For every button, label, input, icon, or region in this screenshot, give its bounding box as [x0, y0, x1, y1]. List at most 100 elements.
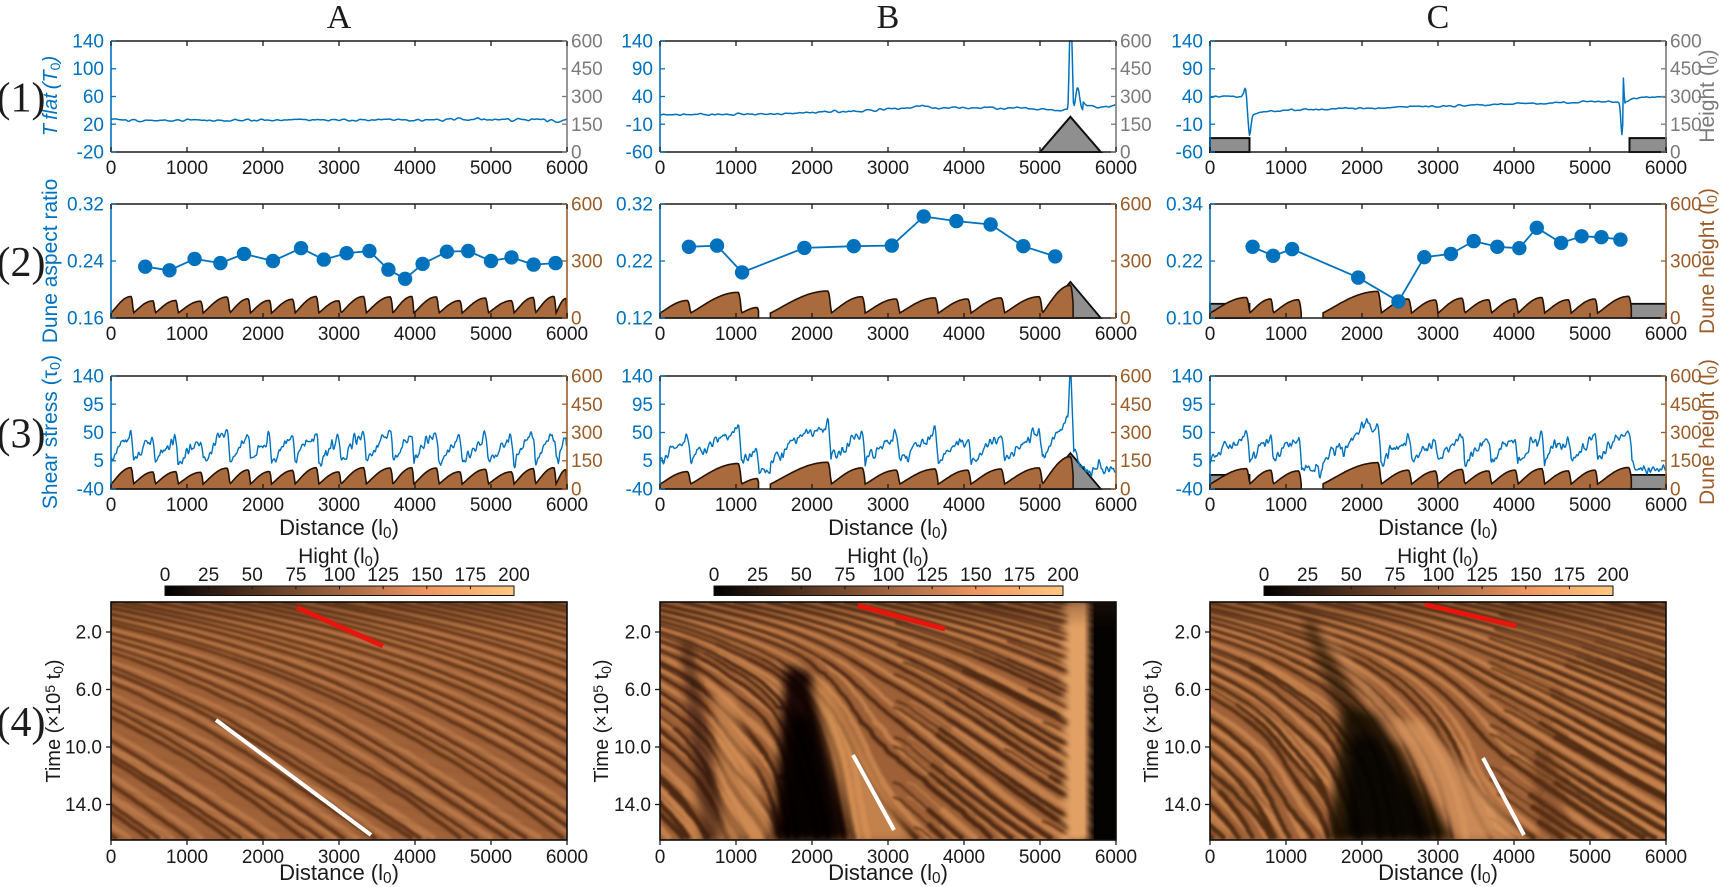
svg-text:50: 50 — [632, 423, 653, 444]
svg-text:2000: 2000 — [1341, 847, 1383, 868]
svg-text:0: 0 — [1670, 143, 1681, 164]
svg-text:5000: 5000 — [1019, 847, 1061, 868]
svg-text:95: 95 — [83, 395, 104, 416]
svg-text:2000: 2000 — [1341, 324, 1383, 345]
svg-text:200: 200 — [1047, 565, 1079, 586]
svg-text:175: 175 — [1004, 565, 1036, 586]
svg-text:1000: 1000 — [715, 324, 757, 345]
svg-text:0.22: 0.22 — [616, 252, 653, 273]
svg-text:175: 175 — [1554, 565, 1586, 586]
svg-text:450: 450 — [1670, 59, 1702, 80]
svg-text:0: 0 — [571, 309, 582, 330]
svg-text:6000: 6000 — [1645, 847, 1687, 868]
svg-text:2000: 2000 — [791, 324, 833, 345]
svg-text:140: 140 — [621, 32, 653, 53]
svg-text:6000: 6000 — [1095, 158, 1137, 179]
svg-text:125: 125 — [367, 565, 399, 586]
svg-text:-40: -40 — [77, 480, 104, 501]
svg-text:5000: 5000 — [1019, 324, 1061, 345]
svg-text:3000: 3000 — [867, 324, 909, 345]
svg-text:Shear stress (τ0): Shear stress (τ0) — [39, 355, 64, 509]
svg-text:40: 40 — [1182, 87, 1203, 108]
svg-text:0.10: 0.10 — [1166, 309, 1203, 330]
svg-text:Hight (l0): Hight (l0) — [847, 545, 929, 570]
svg-text:140: 140 — [1171, 32, 1203, 53]
svg-text:0.32: 0.32 — [616, 195, 653, 216]
svg-text:600: 600 — [1120, 32, 1152, 53]
svg-text:0: 0 — [1670, 480, 1681, 501]
svg-text:4000: 4000 — [394, 495, 436, 516]
svg-text:2000: 2000 — [242, 495, 284, 516]
svg-text:Hight (l0): Hight (l0) — [298, 545, 380, 570]
svg-text:5: 5 — [1192, 451, 1203, 472]
svg-text:2000: 2000 — [791, 158, 833, 179]
svg-text:(2): (2) — [0, 240, 45, 286]
svg-text:3000: 3000 — [318, 495, 360, 516]
svg-text:150: 150 — [960, 565, 992, 586]
svg-text:6000: 6000 — [1645, 495, 1687, 516]
svg-text:450: 450 — [571, 59, 603, 80]
svg-text:300: 300 — [1670, 87, 1702, 108]
svg-text:5000: 5000 — [470, 324, 512, 345]
svg-text:5000: 5000 — [470, 158, 512, 179]
svg-text:140: 140 — [72, 367, 104, 388]
svg-text:0.32: 0.32 — [67, 195, 104, 216]
svg-text:125: 125 — [916, 565, 948, 586]
svg-text:1000: 1000 — [166, 847, 208, 868]
svg-text:450: 450 — [1120, 59, 1152, 80]
svg-text:6.0: 6.0 — [1175, 680, 1201, 701]
svg-text:0: 0 — [106, 158, 117, 179]
svg-text:2000: 2000 — [242, 847, 284, 868]
svg-text:50: 50 — [791, 565, 812, 586]
svg-text:Distance (l0): Distance (l0) — [828, 860, 948, 887]
svg-text:25: 25 — [198, 565, 219, 586]
svg-text:Hight (l0): Hight (l0) — [1397, 545, 1479, 570]
svg-text:25: 25 — [1297, 565, 1318, 586]
svg-text:0: 0 — [1120, 309, 1131, 330]
svg-text:4000: 4000 — [943, 324, 985, 345]
svg-text:5000: 5000 — [1569, 495, 1611, 516]
svg-text:0: 0 — [709, 565, 720, 586]
svg-text:95: 95 — [1182, 395, 1203, 416]
svg-text:0: 0 — [1120, 480, 1131, 501]
svg-text:-20: -20 — [77, 143, 104, 164]
svg-text:1000: 1000 — [1265, 158, 1307, 179]
svg-text:Time (×105 t0): Time (×105 t0) — [42, 659, 65, 782]
svg-text:600: 600 — [1670, 367, 1702, 388]
svg-text:5000: 5000 — [1019, 495, 1061, 516]
svg-text:Time (×105 t0): Time (×105 t0) — [590, 659, 613, 782]
svg-text:3000: 3000 — [1417, 495, 1459, 516]
svg-text:150: 150 — [1120, 451, 1152, 472]
svg-text:6000: 6000 — [546, 495, 588, 516]
svg-text:4000: 4000 — [1493, 495, 1535, 516]
svg-text:5000: 5000 — [470, 495, 512, 516]
svg-text:Height (l0): Height (l0) — [1696, 49, 1721, 142]
svg-text:5: 5 — [642, 451, 653, 472]
svg-text:6.0: 6.0 — [625, 680, 651, 701]
svg-text:5000: 5000 — [470, 847, 512, 868]
svg-text:600: 600 — [1670, 32, 1702, 53]
svg-text:6000: 6000 — [1095, 324, 1137, 345]
svg-text:2000: 2000 — [242, 324, 284, 345]
svg-text:6000: 6000 — [546, 324, 588, 345]
svg-text:100: 100 — [72, 59, 104, 80]
svg-text:0: 0 — [160, 565, 171, 586]
svg-text:0.22: 0.22 — [1166, 252, 1203, 273]
svg-text:300: 300 — [1670, 423, 1702, 444]
svg-text:14.0: 14.0 — [614, 795, 651, 816]
svg-text:0: 0 — [106, 847, 117, 868]
svg-text:140: 140 — [621, 367, 653, 388]
svg-text:1000: 1000 — [715, 495, 757, 516]
svg-text:0: 0 — [1670, 309, 1681, 330]
svg-text:3000: 3000 — [318, 324, 360, 345]
svg-text:90: 90 — [1182, 59, 1203, 80]
svg-text:0: 0 — [1205, 158, 1216, 179]
svg-text:2000: 2000 — [242, 158, 284, 179]
svg-text:150: 150 — [571, 451, 603, 472]
svg-text:0: 0 — [1205, 847, 1216, 868]
svg-text:150: 150 — [1510, 565, 1542, 586]
svg-text:Dune height (l0): Dune height (l0) — [1696, 359, 1721, 505]
svg-text:0: 0 — [655, 847, 666, 868]
svg-text:5000: 5000 — [1569, 158, 1611, 179]
svg-text:75: 75 — [285, 565, 306, 586]
